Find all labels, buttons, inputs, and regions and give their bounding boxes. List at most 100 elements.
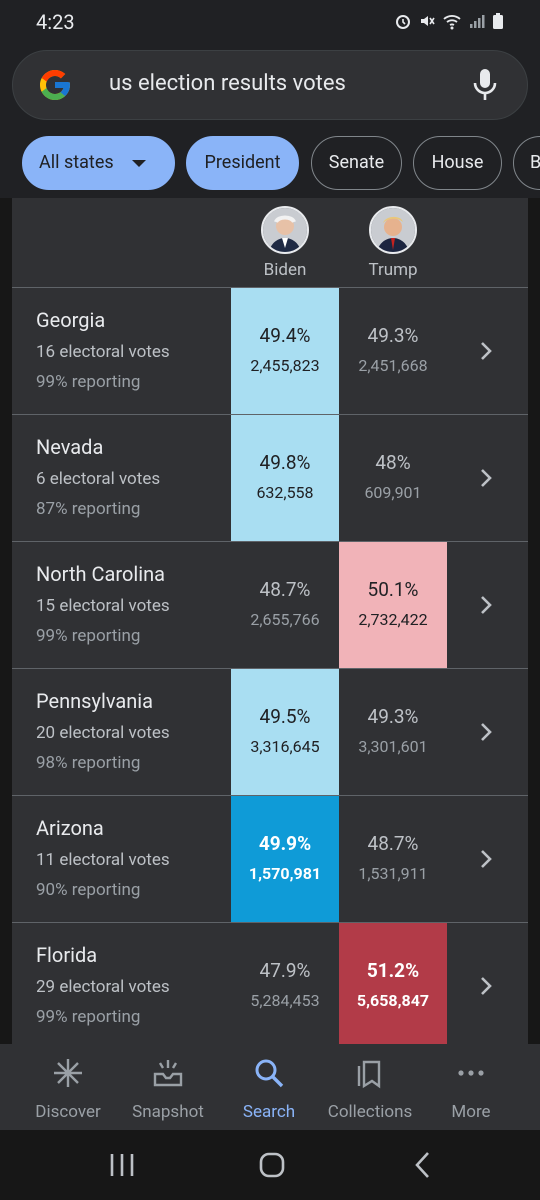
state-name: Pennsylvania (36, 689, 154, 713)
reporting-status: 99% reporting (36, 626, 141, 646)
trump-result-cell: 49.3% 2,451,668 (339, 288, 447, 414)
reporting-status: 87% reporting (36, 499, 141, 519)
state-row[interactable]: Nevada 6 electoral votes 87% reporting 49.8… (12, 415, 528, 542)
state-row[interactable]: Georgia 16 electoral votes 99% reporting 49… (12, 288, 528, 415)
candidate-name: Biden (263, 260, 307, 280)
microphone-icon[interactable] (471, 67, 499, 103)
biden-percent: 49.5% (259, 705, 311, 728)
candidate-trump: Trump (339, 206, 447, 280)
state-name: Arizona (36, 816, 104, 840)
biden-percent: 48.7% (259, 578, 311, 601)
biden-percent: 49.9% (258, 832, 312, 855)
state-row[interactable]: Arizona 11 electoral votes 90% reporting 49… (12, 796, 528, 923)
biden-result-cell: 47.9% 5,284,453 (231, 923, 339, 1044)
biden-votes: 3,316,645 (250, 737, 320, 756)
chevron-right-icon[interactable] (478, 340, 494, 362)
state-row[interactable]: Pennsylvania 20 electoral votes 98% report… (12, 669, 528, 796)
chip-president[interactable]: President (186, 136, 299, 190)
bottom-navigation: Discover Snapshot Search Collections Mor… (0, 1044, 540, 1130)
chip-label: House (431, 152, 484, 173)
status-icons (394, 12, 504, 30)
biden-votes: 2,455,823 (250, 356, 320, 375)
state-row[interactable]: Florida 29 electoral votes 99% reporting 47… (12, 923, 528, 1044)
nav-search[interactable]: Search (215, 1056, 323, 1122)
trump-percent: 49.3% (367, 705, 419, 728)
battery-icon (493, 13, 503, 29)
trump-percent: 50.1% (367, 578, 419, 601)
chip-label: All states (39, 152, 114, 173)
nav-label: More (451, 1102, 491, 1122)
trump-votes: 5,658,847 (356, 991, 430, 1010)
chip-house[interactable]: House (413, 136, 502, 190)
chevron-right-icon[interactable] (478, 848, 494, 870)
biden-result-cell: 49.9% 1,570,981 (231, 796, 339, 922)
chip-senate[interactable]: Senate (311, 136, 402, 190)
trump-votes: 2,732,422 (358, 610, 428, 629)
search-bar[interactable]: us election results votes (12, 50, 528, 120)
chip-more[interactable]: B (513, 136, 540, 190)
reporting-status: 90% reporting (36, 880, 141, 900)
candidates-header: Biden Trump (12, 198, 528, 288)
alarm-icon (396, 15, 410, 29)
chip-label: B (530, 152, 540, 173)
trump-result-cell: 49.3% 3,301,601 (339, 669, 447, 795)
electoral-votes: 16 electoral votes (36, 342, 170, 362)
biden-result-cell: 49.5% 3,316,645 (231, 669, 339, 795)
candidate-biden: Biden (231, 206, 339, 280)
nav-discover[interactable]: Discover (14, 1056, 122, 1122)
electoral-votes: 6 electoral votes (36, 469, 161, 489)
discover-icon (54, 1059, 82, 1087)
nav-collections[interactable]: Collections (316, 1056, 424, 1122)
nav-label: Discover (35, 1102, 101, 1122)
electoral-votes: 11 electoral votes (36, 850, 170, 870)
search-header: us election results votes (0, 44, 540, 132)
candidate-name: Trump (368, 260, 418, 280)
nav-snapshot[interactable]: Snapshot (114, 1056, 222, 1122)
state-name: Florida (36, 943, 98, 967)
more-icon (458, 1070, 484, 1076)
chevron-right-icon[interactable] (478, 594, 494, 616)
trump-votes: 3,301,601 (358, 737, 428, 756)
biden-votes: 632,558 (256, 483, 314, 502)
chevron-right-icon[interactable] (478, 975, 494, 997)
trump-percent: 48% (375, 451, 411, 474)
results-card: Biden Trump Georgia 16 electoral votes 99%… (12, 198, 528, 1044)
trump-votes: 2,451,668 (358, 356, 428, 375)
chip-label: President (204, 152, 281, 173)
search-input[interactable]: us election results votes (109, 71, 346, 96)
home-icon[interactable] (257, 1150, 287, 1180)
biden-avatar (261, 206, 309, 254)
trump-result-cell: 50.1% 2,732,422 (339, 542, 447, 668)
back-icon[interactable] (408, 1150, 438, 1180)
electoral-votes: 15 electoral votes (36, 596, 170, 616)
dropdown-caret-icon (131, 159, 146, 167)
trump-votes: 609,901 (364, 483, 422, 502)
snapshot-icon (153, 1060, 183, 1087)
biden-result-cell: 48.7% 2,655,766 (231, 542, 339, 668)
chevron-right-icon[interactable] (478, 721, 494, 743)
results-area: Biden Trump Georgia 16 electoral votes 99%… (0, 198, 540, 1044)
chevron-right-icon[interactable] (478, 467, 494, 489)
status-bar: 4:23 (0, 0, 540, 44)
state-row[interactable]: North Carolina 15 electoral votes 99% repo… (12, 542, 528, 669)
trump-result-cell: 48.7% 1,531,911 (339, 796, 447, 922)
trump-percent: 48.7% (367, 832, 419, 855)
biden-votes: 5,284,453 (250, 991, 320, 1010)
trump-result-cell: 48% 609,901 (339, 415, 447, 541)
trump-percent: 49.3% (367, 324, 419, 347)
wifi-icon (443, 15, 461, 30)
google-logo-icon (40, 70, 70, 100)
reporting-status: 99% reporting (36, 1007, 141, 1027)
signal-icon (470, 15, 485, 28)
search-icon (255, 1059, 284, 1088)
chip-all-states[interactable]: All states (22, 136, 175, 190)
biden-result-cell: 49.8% 632,558 (231, 415, 339, 541)
trump-avatar (369, 206, 417, 254)
electoral-votes: 20 electoral votes (36, 723, 170, 743)
state-name: North Carolina (36, 562, 165, 586)
nav-more[interactable]: More (417, 1056, 525, 1122)
trump-result-cell: 51.2% 5,658,847 (339, 923, 447, 1044)
electoral-votes: 29 electoral votes (36, 977, 170, 997)
recent-apps-icon[interactable] (107, 1150, 137, 1180)
filter-chips: All states President Senate House B (0, 132, 540, 198)
